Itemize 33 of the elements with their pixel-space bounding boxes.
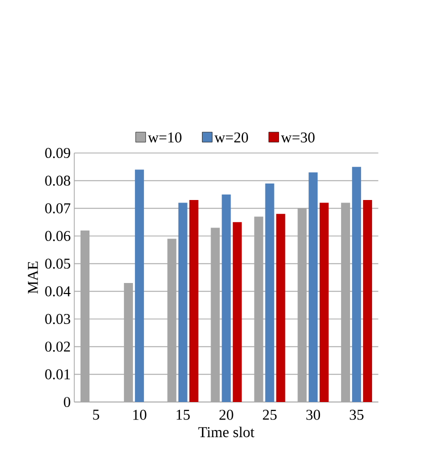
bar — [178, 202, 188, 402]
legend-label: w=30 — [280, 132, 315, 142]
x-tick-label: 10 — [133, 410, 146, 420]
x-tick-label: 25 — [262, 410, 277, 420]
x-tick-label: 15 — [176, 410, 190, 420]
y-tick-label: 0.01 — [45, 369, 70, 380]
bar — [352, 166, 362, 402]
y-tick-label: 0.07 — [45, 203, 70, 214]
bar — [308, 172, 318, 402]
y-tick-label: 0.03 — [45, 314, 70, 324]
legend-label: w=10 — [148, 132, 182, 142]
x-tick-label: 30 — [306, 410, 320, 420]
y-tick-label: 0.06 — [45, 230, 70, 242]
bar — [134, 170, 144, 402]
y-tick-label: 0.08 — [45, 176, 70, 186]
bar — [320, 202, 329, 402]
bar — [265, 183, 274, 402]
y-tick-label: 0.05 — [45, 258, 70, 269]
legend-label: w=20 — [214, 132, 248, 142]
bar — [222, 194, 231, 402]
bar — [189, 200, 198, 402]
bar — [232, 222, 242, 402]
bar — [363, 200, 372, 402]
x-tick-label: 35 — [350, 410, 364, 420]
y-tick-label: 0.04 — [45, 286, 71, 296]
y-tick-label: 0.09 — [45, 148, 70, 158]
x-tick-label: 20 — [219, 410, 234, 420]
x-axis-title: Time slot — [198, 426, 254, 438]
x-tick-label: 5 — [93, 410, 100, 420]
y-tick-label: 0.02 — [45, 342, 70, 352]
y-axis-title: MAE — [28, 262, 38, 294]
bar — [276, 214, 286, 402]
y-tick-label: 0 — [64, 396, 70, 408]
